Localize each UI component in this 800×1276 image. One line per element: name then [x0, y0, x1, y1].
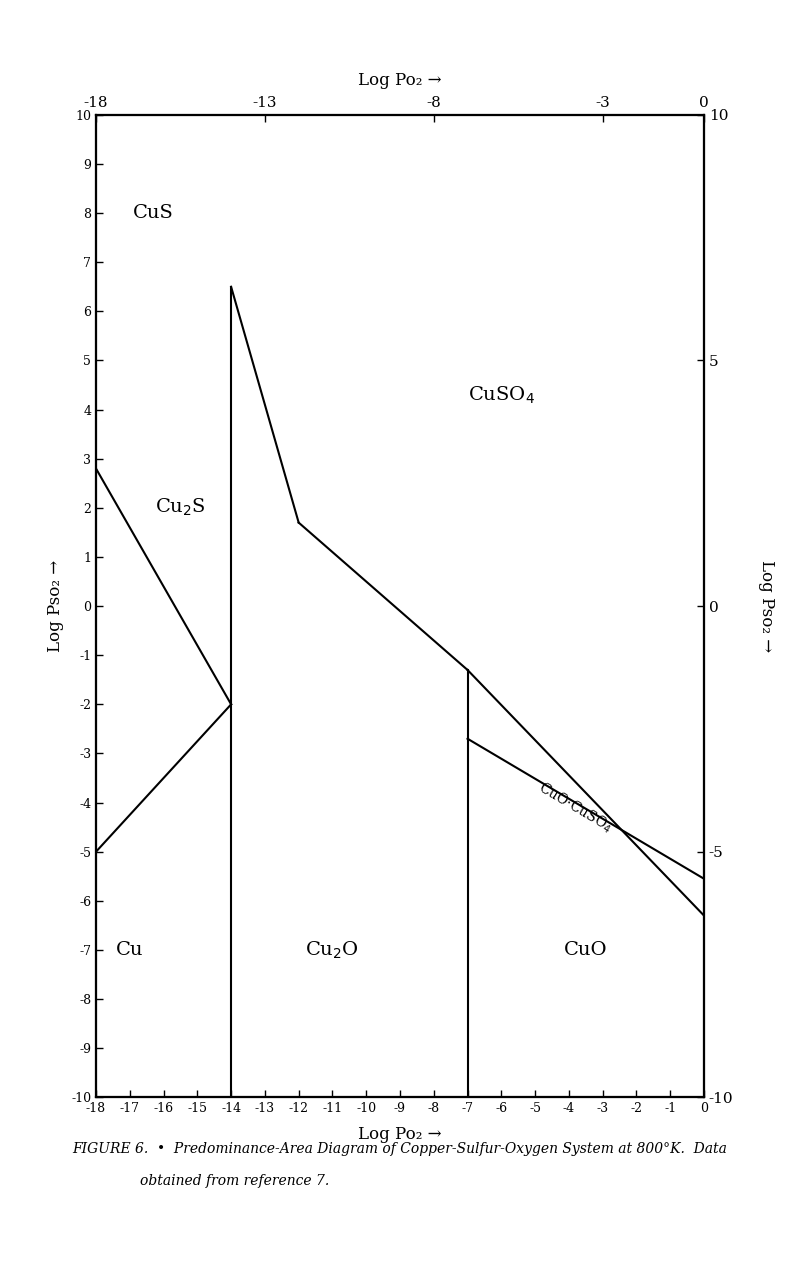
Y-axis label: Log Pso₂ →: Log Pso₂ →: [758, 560, 775, 652]
Text: CuO: CuO: [564, 940, 607, 960]
Text: CuO·CuSO$_4$: CuO·CuSO$_4$: [535, 778, 616, 836]
Text: obtained from reference 7.: obtained from reference 7.: [140, 1174, 330, 1188]
Text: CuSO$_4$: CuSO$_4$: [468, 384, 534, 406]
Text: Cu$_2$O: Cu$_2$O: [306, 939, 359, 961]
X-axis label: Log Po₂ →: Log Po₂ →: [358, 71, 442, 89]
Text: Cu: Cu: [116, 940, 143, 960]
Y-axis label: Log Pso₂ →: Log Pso₂ →: [47, 560, 64, 652]
Text: FIGURE 6.  •  Predominance-Area Diagram of Copper-Sulfur-Oxygen System at 800°K.: FIGURE 6. • Predominance-Area Diagram of…: [72, 1142, 727, 1156]
Text: Cu$_2$S: Cu$_2$S: [155, 498, 206, 518]
X-axis label: Log Po₂ →: Log Po₂ →: [358, 1127, 442, 1143]
Text: CuS: CuS: [133, 204, 174, 222]
